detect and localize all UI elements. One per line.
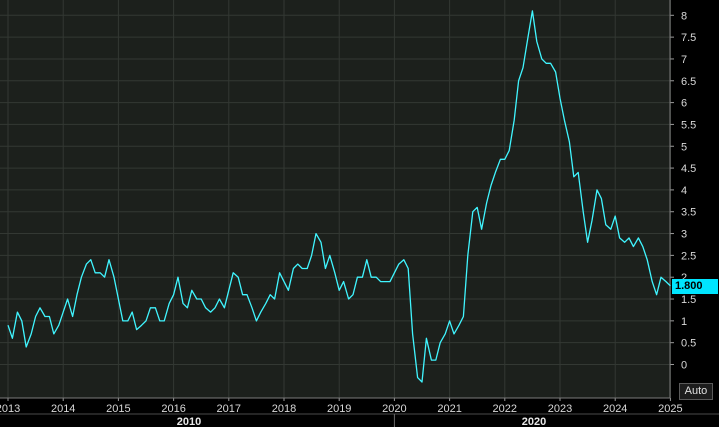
y-tick-label: 4 <box>681 185 687 197</box>
decade-label: 2010 <box>177 416 201 427</box>
y-tick-label: 1 <box>681 316 687 328</box>
x-tick-label: 2022 <box>493 403 517 415</box>
x-tick-label: 2023 <box>548 403 572 415</box>
x-tick-label: 2015 <box>106 403 130 415</box>
y-tick-label: 6.5 <box>681 76 696 88</box>
x-axis: 2013 2014 2015 2016 2017 2018 2019 2020 2021 2022… <box>0 397 719 427</box>
y-tick-label: 0 <box>681 360 687 372</box>
x-tick-label: 2019 <box>327 403 351 415</box>
x-tick-label: 2025 <box>658 403 682 415</box>
y-tick-label: 3 <box>681 229 687 241</box>
y-tick-label: 1.5 <box>681 294 696 306</box>
y-tick-label: 2.5 <box>681 250 696 262</box>
x-tick-label: 2021 <box>437 403 461 415</box>
y-tick-label: 3.5 <box>681 207 696 219</box>
x-tick-label: 2020 <box>382 403 406 415</box>
y-tick-label: 5 <box>681 141 687 153</box>
y-tick-label: 8 <box>681 10 687 22</box>
x-tick-label: 2016 <box>161 403 185 415</box>
y-axis: 8 7.5 7 6.5 6 5.5 5 4.5 4 3.5 3 2.5 2 1.5 1 0.5 0 <box>669 0 696 398</box>
y-tick-label: 0.5 <box>681 338 696 350</box>
decade-label: 2020 <box>522 416 546 427</box>
series-line <box>7 10 671 383</box>
y-tick-label: 6 <box>681 98 687 110</box>
x-tick-label: 2013 <box>0 403 20 415</box>
last-value-badge: 1.800 <box>672 279 718 294</box>
y-tick-label: 7 <box>681 54 687 66</box>
y-tick-label: 5.5 <box>681 119 696 131</box>
series-path <box>7 10 671 383</box>
plot-area <box>0 0 670 398</box>
x-tick-label: 2014 <box>51 403 75 415</box>
grid-lines <box>0 0 671 398</box>
x-tick-label: 2024 <box>603 403 627 415</box>
x-tick-label: 2017 <box>217 403 241 415</box>
x-tick-label: 2018 <box>272 403 296 415</box>
y-tick-label: 4.5 <box>681 163 696 175</box>
auto-scale-button[interactable]: Auto <box>679 383 713 400</box>
y-tick-label: 2 <box>681 272 687 284</box>
y-tick-label: 7.5 <box>681 32 696 44</box>
